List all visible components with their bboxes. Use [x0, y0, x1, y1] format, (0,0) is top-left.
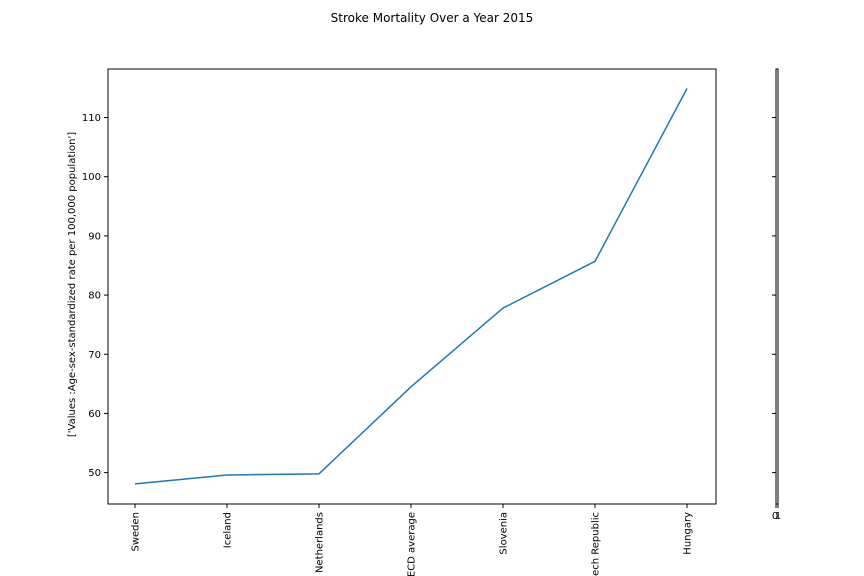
data-point	[502, 307, 504, 309]
data-point	[686, 87, 688, 89]
x-tick-label: Iceland	[223, 512, 234, 548]
y-tick-label: 80	[88, 291, 101, 302]
plot-frame	[107, 68, 717, 505]
chart-title: Stroke Mortality Over a Year 2015	[331, 11, 534, 25]
data-point	[410, 386, 412, 388]
x-tick-label: Netherlands	[315, 512, 326, 573]
data-point	[318, 473, 320, 475]
x-tick-label: Czech Republic	[591, 512, 602, 576]
y-axis-ticks: 50 60 70 80 90 100 110	[82, 113, 108, 479]
secondary-axis-ticks: 01	[772, 117, 781, 522]
y-tick-label: 50	[88, 468, 101, 479]
data-point	[594, 260, 596, 262]
secondary-x-tick-label: 1	[775, 511, 781, 522]
main-axes: 50 60 70 80 90 100 110 Sweden Iceland Netherland…	[82, 68, 717, 576]
secondary-axes: 01	[772, 68, 781, 522]
secondary-axes-frame	[775, 68, 779, 505]
series-layer	[134, 87, 688, 485]
secondary-x-tick-label: 0	[772, 511, 778, 522]
y-tick-label: 100	[82, 172, 101, 183]
x-tick-label: Hungary	[683, 512, 694, 555]
x-axis-ticks: Sweden Iceland Netherlands OECD average Slov…	[131, 504, 694, 576]
y-tick-label: 110	[82, 113, 101, 124]
x-tick-label: Sweden	[131, 512, 142, 552]
data-point	[226, 474, 228, 476]
series-line	[134, 88, 688, 485]
data-point	[134, 483, 136, 485]
y-tick-label: 60	[88, 409, 101, 420]
y-axis-label: ['Values :Age-sex-standardized rate per …	[67, 132, 78, 437]
x-tick-label: OECD average	[407, 512, 418, 576]
x-tick-label: Slovenia	[499, 512, 510, 555]
y-tick-label: 90	[88, 231, 101, 242]
y-tick-label: 70	[88, 350, 101, 361]
plot-area	[108, 69, 716, 504]
